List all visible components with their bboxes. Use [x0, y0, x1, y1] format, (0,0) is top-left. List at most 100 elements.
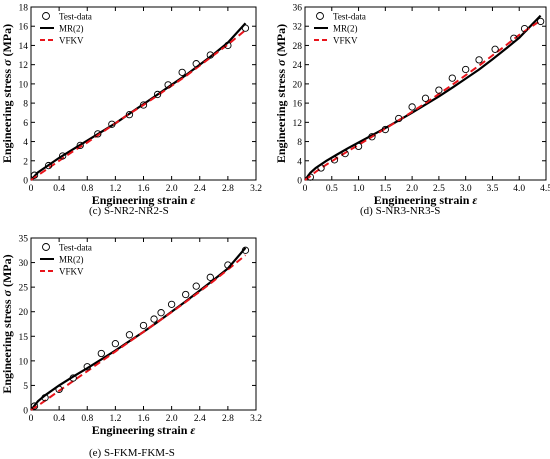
x-tick-label: 1.0 — [353, 184, 365, 194]
data-point — [164, 81, 172, 89]
data-point — [536, 17, 545, 26]
legend-label: Test-data — [59, 12, 92, 22]
x-tick-label: 0.4 — [53, 184, 65, 194]
x-tick-label: 2.0 — [166, 184, 178, 194]
x-tick-label: 1.6 — [138, 184, 150, 194]
y-tick-label: 0 — [23, 177, 28, 187]
y-tick-label: 12 — [19, 61, 29, 71]
caption-c: (c) S-NR2-NR2-S — [89, 205, 169, 217]
x-tick-label: 0.5 — [326, 184, 338, 194]
x-tick-label: 2.5 — [433, 184, 445, 194]
y-axis-label: Engineering stress σ (MPa) — [274, 24, 288, 163]
data-point — [491, 45, 499, 53]
data-point — [76, 141, 84, 150]
x-tick-label: 2.0 — [166, 414, 178, 424]
data-point — [139, 101, 148, 109]
y-tick-label: 0 — [23, 407, 28, 417]
x-tick-label: 2.4 — [194, 184, 206, 194]
y-tick-label: 14 — [19, 42, 29, 52]
x-tick-label: 0.8 — [81, 414, 93, 424]
y-tick-label: 32 — [293, 23, 303, 33]
data-point — [178, 68, 186, 77]
legend-marker — [42, 243, 50, 251]
data-point — [341, 149, 349, 158]
series-line-vfkv — [30, 29, 247, 181]
data-point — [41, 394, 49, 402]
data-point — [241, 246, 250, 254]
x-tick-label: 0 — [303, 184, 308, 194]
data-point — [139, 321, 148, 330]
legend-label: VFKV — [333, 36, 358, 46]
y-tick-label: 24 — [293, 61, 303, 71]
x-tick-label: 0 — [29, 414, 34, 424]
data-point — [520, 24, 529, 33]
data-point — [83, 363, 91, 371]
y-tick-label: 10 — [19, 80, 29, 90]
data-point — [306, 173, 315, 181]
y-tick-label: 16 — [293, 100, 303, 110]
data-point — [224, 261, 232, 269]
legend-label: VFKV — [59, 36, 84, 46]
data-point — [153, 90, 162, 99]
data-point — [125, 110, 134, 119]
data-point — [330, 156, 339, 164]
y-tick-label: 6 — [23, 119, 28, 129]
chart-panel-2: 0 0.4 0.8 1.2 1.6 2.0 2.4 2.8 3.2 0 5 10 15 20 25 30 35 E… — [0, 235, 262, 438]
y-tick-label: 8 — [297, 138, 302, 148]
data-point — [241, 24, 250, 32]
series-line-vfkv — [30, 254, 247, 411]
data-point — [167, 300, 176, 308]
data-point — [97, 349, 105, 358]
data-point — [125, 331, 134, 339]
data-point — [510, 34, 518, 42]
data-point — [395, 114, 403, 123]
x-tick-label: 2.4 — [194, 414, 206, 424]
x-tick-label: 3.0 — [460, 184, 472, 194]
caption-d: (d) S-NR3-NR3-S — [360, 205, 441, 217]
data-point — [111, 340, 120, 348]
y-tick-label: 4 — [297, 157, 302, 167]
x-tick-label: 3.2 — [250, 184, 262, 194]
y-tick-label: 5 — [23, 382, 28, 392]
y-tick-label: 8 — [23, 100, 28, 110]
data-point — [44, 161, 53, 170]
x-tick-label: 1.6 — [138, 414, 150, 424]
x-tick-label: 0.8 — [81, 184, 93, 194]
chart-panel-1: 0 0.5 1.0 1.5 2.0 2.5 3.0 3.5 4.0 4.5 0 4 8 12 16 20 24 2… — [274, 4, 550, 208]
x-tick-label: 0.4 — [53, 414, 65, 424]
y-tick-label: 30 — [19, 259, 29, 269]
legend-marker — [316, 12, 324, 20]
caption-e: (e) S-FKM-FKM-S — [89, 447, 175, 459]
x-tick-label: 4.0 — [513, 184, 525, 194]
y-tick-label: 28 — [293, 42, 303, 52]
data-point — [368, 133, 376, 141]
data-point — [150, 315, 158, 323]
chart-panel-0: 0 0.4 0.8 1.2 1.6 2.0 2.4 2.8 3.2 0 2 4 6 8 10 12 14 16 18… — [0, 4, 262, 208]
legend-label: MR(2) — [59, 24, 84, 34]
x-tick-label: 3.2 — [250, 414, 262, 424]
data-point — [408, 103, 416, 111]
x-tick-label: 4.5 — [540, 184, 550, 194]
data-point — [206, 51, 214, 59]
y-tick-label: 2 — [23, 157, 28, 167]
x-tick-label: 1.2 — [109, 184, 121, 194]
y-tick-label: 18 — [19, 4, 29, 14]
x-tick-label: 2.8 — [222, 184, 234, 194]
y-tick-label: 0 — [297, 177, 302, 187]
data-point — [192, 60, 200, 68]
y-tick-label: 20 — [19, 308, 29, 318]
y-tick-label: 12 — [293, 119, 303, 129]
data-point — [206, 273, 214, 281]
y-tick-label: 35 — [19, 235, 29, 245]
x-axis-label: Engineering strain ε — [374, 193, 478, 207]
y-tick-label: 36 — [293, 4, 303, 14]
data-point — [475, 56, 483, 64]
x-axis-label: Engineering strain ε — [92, 193, 196, 207]
data-point — [448, 74, 456, 82]
y-tick-label: 25 — [19, 284, 29, 294]
data-point — [94, 130, 102, 138]
y-tick-label: 15 — [19, 333, 29, 343]
series-line-mr-2- — [30, 22, 247, 181]
data-point — [381, 125, 389, 134]
data-point — [55, 385, 63, 394]
